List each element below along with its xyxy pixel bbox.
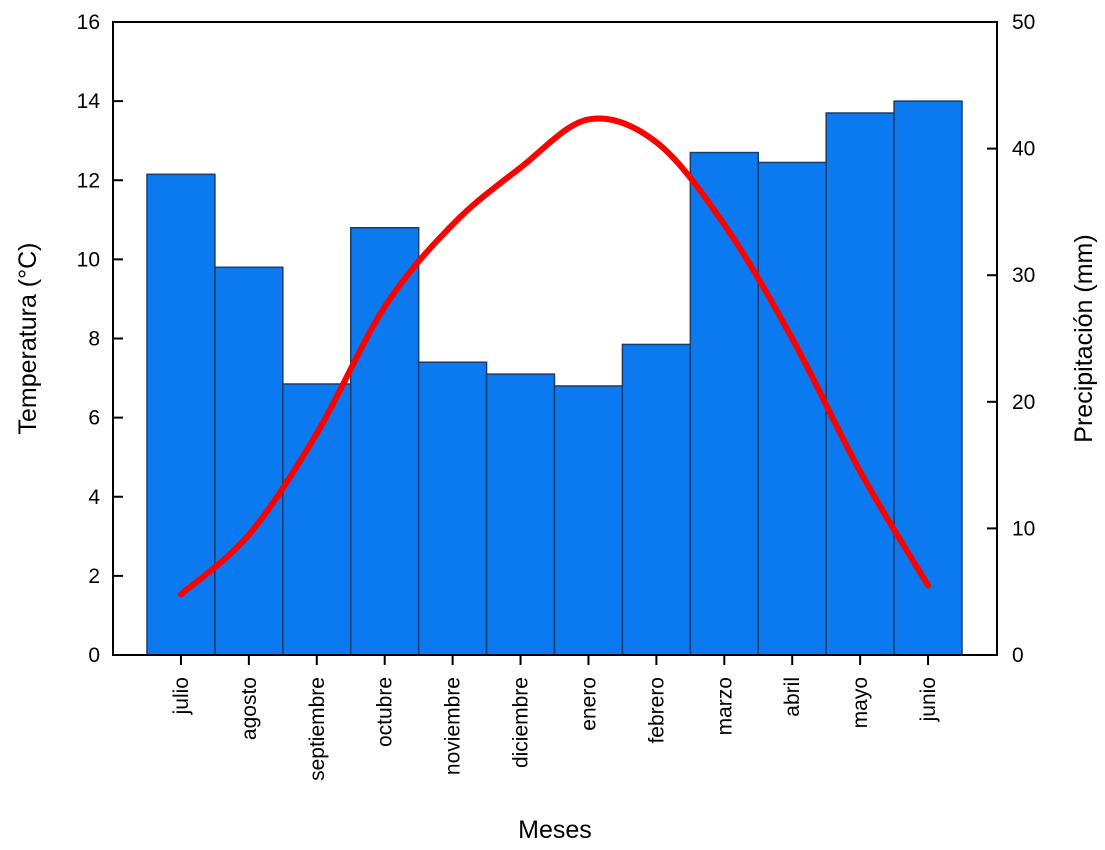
- x-tick-label-enero: enero: [577, 677, 600, 731]
- bar-julio: [146, 173, 216, 656]
- x-tick-label-septiembre: septiembre: [306, 677, 329, 781]
- x-tick-label-junio: junio: [917, 677, 940, 722]
- precipitation-line: [177, 115, 932, 598]
- left-tick-label: 12: [77, 169, 100, 192]
- x-tick-label-noviembre: noviembre: [442, 677, 465, 775]
- bar-febrero: [621, 343, 692, 656]
- y-axis-title-right: Precipitación (mm): [1070, 234, 1098, 442]
- bar-marzo: [689, 151, 759, 656]
- left-axis: 0 2 4 6 8 10 12 14 16: [77, 11, 123, 667]
- x-axis-title: Meses: [518, 816, 592, 844]
- left-tick-label: 6: [88, 407, 100, 430]
- x-axis: julio agosto septiembre octubre noviembre dic…: [170, 655, 940, 781]
- bar-agosto: [214, 266, 284, 656]
- left-tick-label: 10: [77, 248, 100, 271]
- bars-layer: [146, 100, 963, 656]
- bar-diciembre: [485, 373, 556, 656]
- right-tick-label: 30: [1012, 264, 1035, 287]
- x-tick-label-marzo: marzo: [713, 677, 736, 735]
- x-tick-label-julio: julio: [170, 677, 193, 715]
- right-tick-label: 50: [1012, 11, 1035, 34]
- x-tick-label-abril: abril: [781, 677, 804, 717]
- left-tick-label: 16: [77, 11, 100, 34]
- bar-mayo: [825, 112, 895, 656]
- bar-noviembre: [417, 361, 488, 656]
- left-tick-label: 0: [88, 644, 100, 667]
- bar-junio: [893, 100, 963, 656]
- bar-abril: [757, 161, 827, 656]
- y-axis-title-left: Temperatura (°C): [14, 243, 42, 435]
- right-tick-label: 0: [1012, 644, 1024, 667]
- x-tick-label-febrero: febrero: [645, 677, 668, 744]
- bar-septiembre: [282, 383, 352, 656]
- x-tick-label-diciembre: diciembre: [510, 677, 533, 768]
- x-tick-label-mayo: mayo: [849, 677, 872, 728]
- right-tick-label: 10: [1012, 517, 1035, 540]
- line-layer: [177, 115, 932, 598]
- left-tick-label: 2: [88, 565, 100, 588]
- left-tick-label: 8: [88, 328, 100, 351]
- right-tick-label: 20: [1012, 391, 1035, 414]
- bar-octubre: [350, 226, 420, 656]
- x-tick-label-agosto: agosto: [238, 677, 261, 740]
- right-axis: 0 10 20 30 40 50: [987, 11, 1035, 667]
- left-tick-label: 14: [77, 90, 101, 113]
- left-tick-label: 4: [88, 486, 100, 509]
- bar-enero: [553, 385, 624, 656]
- right-tick-label: 40: [1012, 138, 1035, 161]
- x-tick-label-octubre: octubre: [374, 677, 397, 747]
